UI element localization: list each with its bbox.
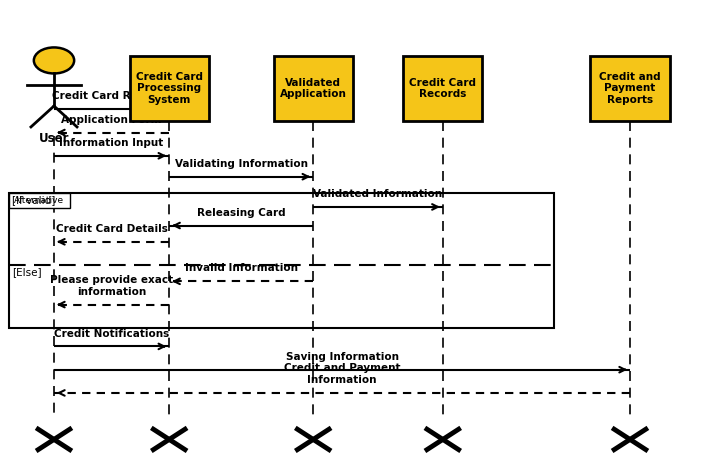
Circle shape bbox=[34, 47, 74, 73]
Text: Validating Information: Validating Information bbox=[175, 159, 307, 169]
FancyBboxPatch shape bbox=[403, 56, 482, 121]
Text: Credit Card Details: Credit Card Details bbox=[55, 224, 168, 234]
FancyBboxPatch shape bbox=[274, 56, 353, 121]
Text: Credit and Payment
Information: Credit and Payment Information bbox=[284, 364, 400, 385]
Text: User: User bbox=[39, 132, 69, 145]
FancyBboxPatch shape bbox=[130, 56, 209, 121]
Text: Alternative: Alternative bbox=[14, 196, 64, 205]
Text: Application Form: Application Form bbox=[61, 114, 162, 125]
Text: Credit Card
Records: Credit Card Records bbox=[409, 78, 477, 99]
Text: Credit and
Payment
Reports: Credit and Payment Reports bbox=[599, 72, 661, 105]
Bar bbox=[9, 193, 554, 328]
Text: Validated
Application: Validated Application bbox=[280, 78, 346, 99]
Text: [Else]: [Else] bbox=[12, 267, 42, 277]
Bar bbox=[9, 193, 70, 208]
Text: Credit Card Request: Credit Card Request bbox=[52, 91, 171, 101]
FancyBboxPatch shape bbox=[590, 56, 670, 121]
Text: Please provide exact
information: Please provide exact information bbox=[50, 275, 174, 297]
Text: Saving Information: Saving Information bbox=[286, 352, 398, 362]
Text: [If valid]: [If valid] bbox=[12, 195, 55, 205]
Text: Releasing Card: Releasing Card bbox=[197, 207, 286, 218]
Text: Information Input: Information Input bbox=[60, 138, 163, 148]
Text: Invalid Information: Invalid Information bbox=[185, 263, 297, 273]
Text: Credit Notifications: Credit Notifications bbox=[54, 328, 169, 339]
Text: Credit Card
Processing
System: Credit Card Processing System bbox=[135, 72, 203, 105]
Text: Validated Information: Validated Information bbox=[313, 189, 443, 199]
